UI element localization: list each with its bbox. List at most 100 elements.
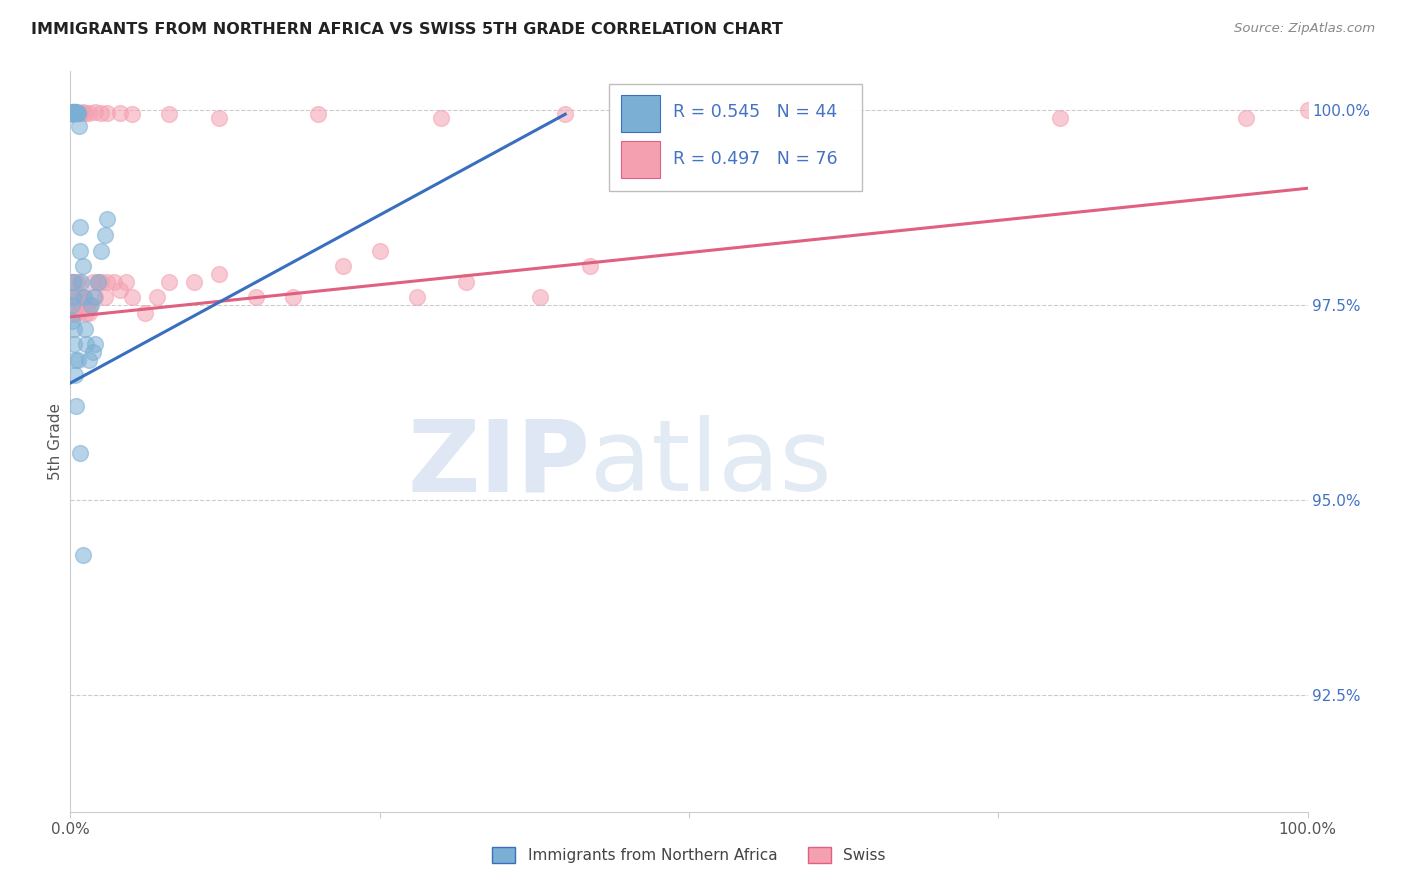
Point	[69, 244, 91, 258]
Point	[281, 290, 304, 304]
Point	[183, 275, 205, 289]
Point	[62, 275, 84, 289]
Point	[62, 104, 84, 119]
Point	[62, 275, 84, 289]
Point	[84, 290, 107, 304]
Point	[67, 290, 90, 304]
Point	[332, 259, 354, 273]
Text: ZIP: ZIP	[408, 416, 591, 512]
Point	[80, 298, 103, 312]
Point	[65, 104, 87, 119]
Point	[65, 400, 87, 414]
Text: atlas: atlas	[591, 416, 831, 512]
Point	[84, 104, 107, 119]
Point	[62, 290, 84, 304]
FancyBboxPatch shape	[621, 141, 661, 178]
Point	[60, 314, 83, 328]
Point	[60, 275, 83, 289]
Point	[94, 227, 117, 242]
Point	[208, 267, 231, 281]
Point	[96, 275, 118, 289]
Point	[62, 306, 84, 320]
Legend: Immigrants from Northern Africa, Swiss: Immigrants from Northern Africa, Swiss	[485, 839, 893, 871]
Point	[90, 105, 112, 120]
Point	[82, 345, 104, 359]
Point	[63, 104, 86, 119]
Point	[62, 105, 84, 120]
Y-axis label: 5th Grade: 5th Grade	[48, 403, 63, 480]
Point	[208, 111, 231, 125]
Point	[65, 104, 87, 119]
Point	[103, 275, 125, 289]
Point	[108, 106, 131, 120]
Point	[65, 290, 87, 304]
Point	[66, 106, 89, 120]
Point	[72, 290, 94, 304]
Point	[405, 290, 427, 304]
Text: R = 0.545   N = 44: R = 0.545 N = 44	[673, 103, 837, 121]
Point	[115, 275, 138, 289]
Point	[65, 104, 87, 119]
Point	[75, 105, 97, 120]
Point	[157, 107, 180, 121]
Point	[72, 259, 94, 273]
Point	[63, 290, 86, 304]
Point	[554, 107, 576, 121]
Point	[62, 106, 84, 120]
Point	[76, 298, 98, 312]
Point	[60, 298, 83, 312]
Point	[96, 106, 118, 120]
Point	[73, 290, 96, 304]
Point	[67, 105, 90, 120]
Point	[801, 111, 824, 125]
Point	[63, 306, 86, 320]
Point	[63, 275, 86, 289]
Point	[1234, 111, 1257, 125]
Point	[63, 337, 86, 351]
Point	[63, 321, 86, 335]
Point	[65, 105, 87, 120]
Point	[63, 104, 86, 119]
Point	[65, 306, 87, 320]
Point	[72, 104, 94, 119]
Point	[60, 107, 83, 121]
Point	[134, 306, 156, 320]
Point	[65, 106, 87, 120]
Point	[65, 275, 87, 289]
Point	[70, 290, 93, 304]
Point	[90, 244, 112, 258]
Point	[65, 105, 87, 120]
Point	[69, 446, 91, 460]
Point	[69, 290, 91, 304]
Point	[75, 298, 97, 312]
Point	[65, 290, 87, 304]
Point	[86, 275, 108, 289]
Point	[73, 290, 96, 304]
Point	[77, 306, 100, 320]
Point	[62, 290, 84, 304]
Point	[121, 290, 143, 304]
Text: IMMIGRANTS FROM NORTHERN AFRICA VS SWISS 5TH GRADE CORRELATION CHART: IMMIGRANTS FROM NORTHERN AFRICA VS SWISS…	[31, 22, 783, 37]
Point	[82, 275, 104, 289]
Text: R = 0.497   N = 76: R = 0.497 N = 76	[673, 150, 838, 168]
FancyBboxPatch shape	[609, 84, 862, 191]
Point	[67, 306, 90, 320]
Text: Source: ZipAtlas.com: Source: ZipAtlas.com	[1234, 22, 1375, 36]
Point	[121, 107, 143, 121]
Point	[1296, 103, 1319, 118]
Point	[60, 104, 83, 119]
Point	[66, 290, 89, 304]
Point	[83, 290, 105, 304]
Point	[307, 107, 329, 121]
Point	[108, 283, 131, 297]
Point	[63, 105, 86, 120]
Point	[84, 337, 107, 351]
Point	[66, 352, 89, 367]
Point	[60, 104, 83, 119]
Point	[77, 352, 100, 367]
Point	[96, 212, 118, 227]
Point	[75, 321, 97, 335]
Point	[146, 290, 169, 304]
Point	[66, 275, 89, 289]
Point	[62, 104, 84, 119]
